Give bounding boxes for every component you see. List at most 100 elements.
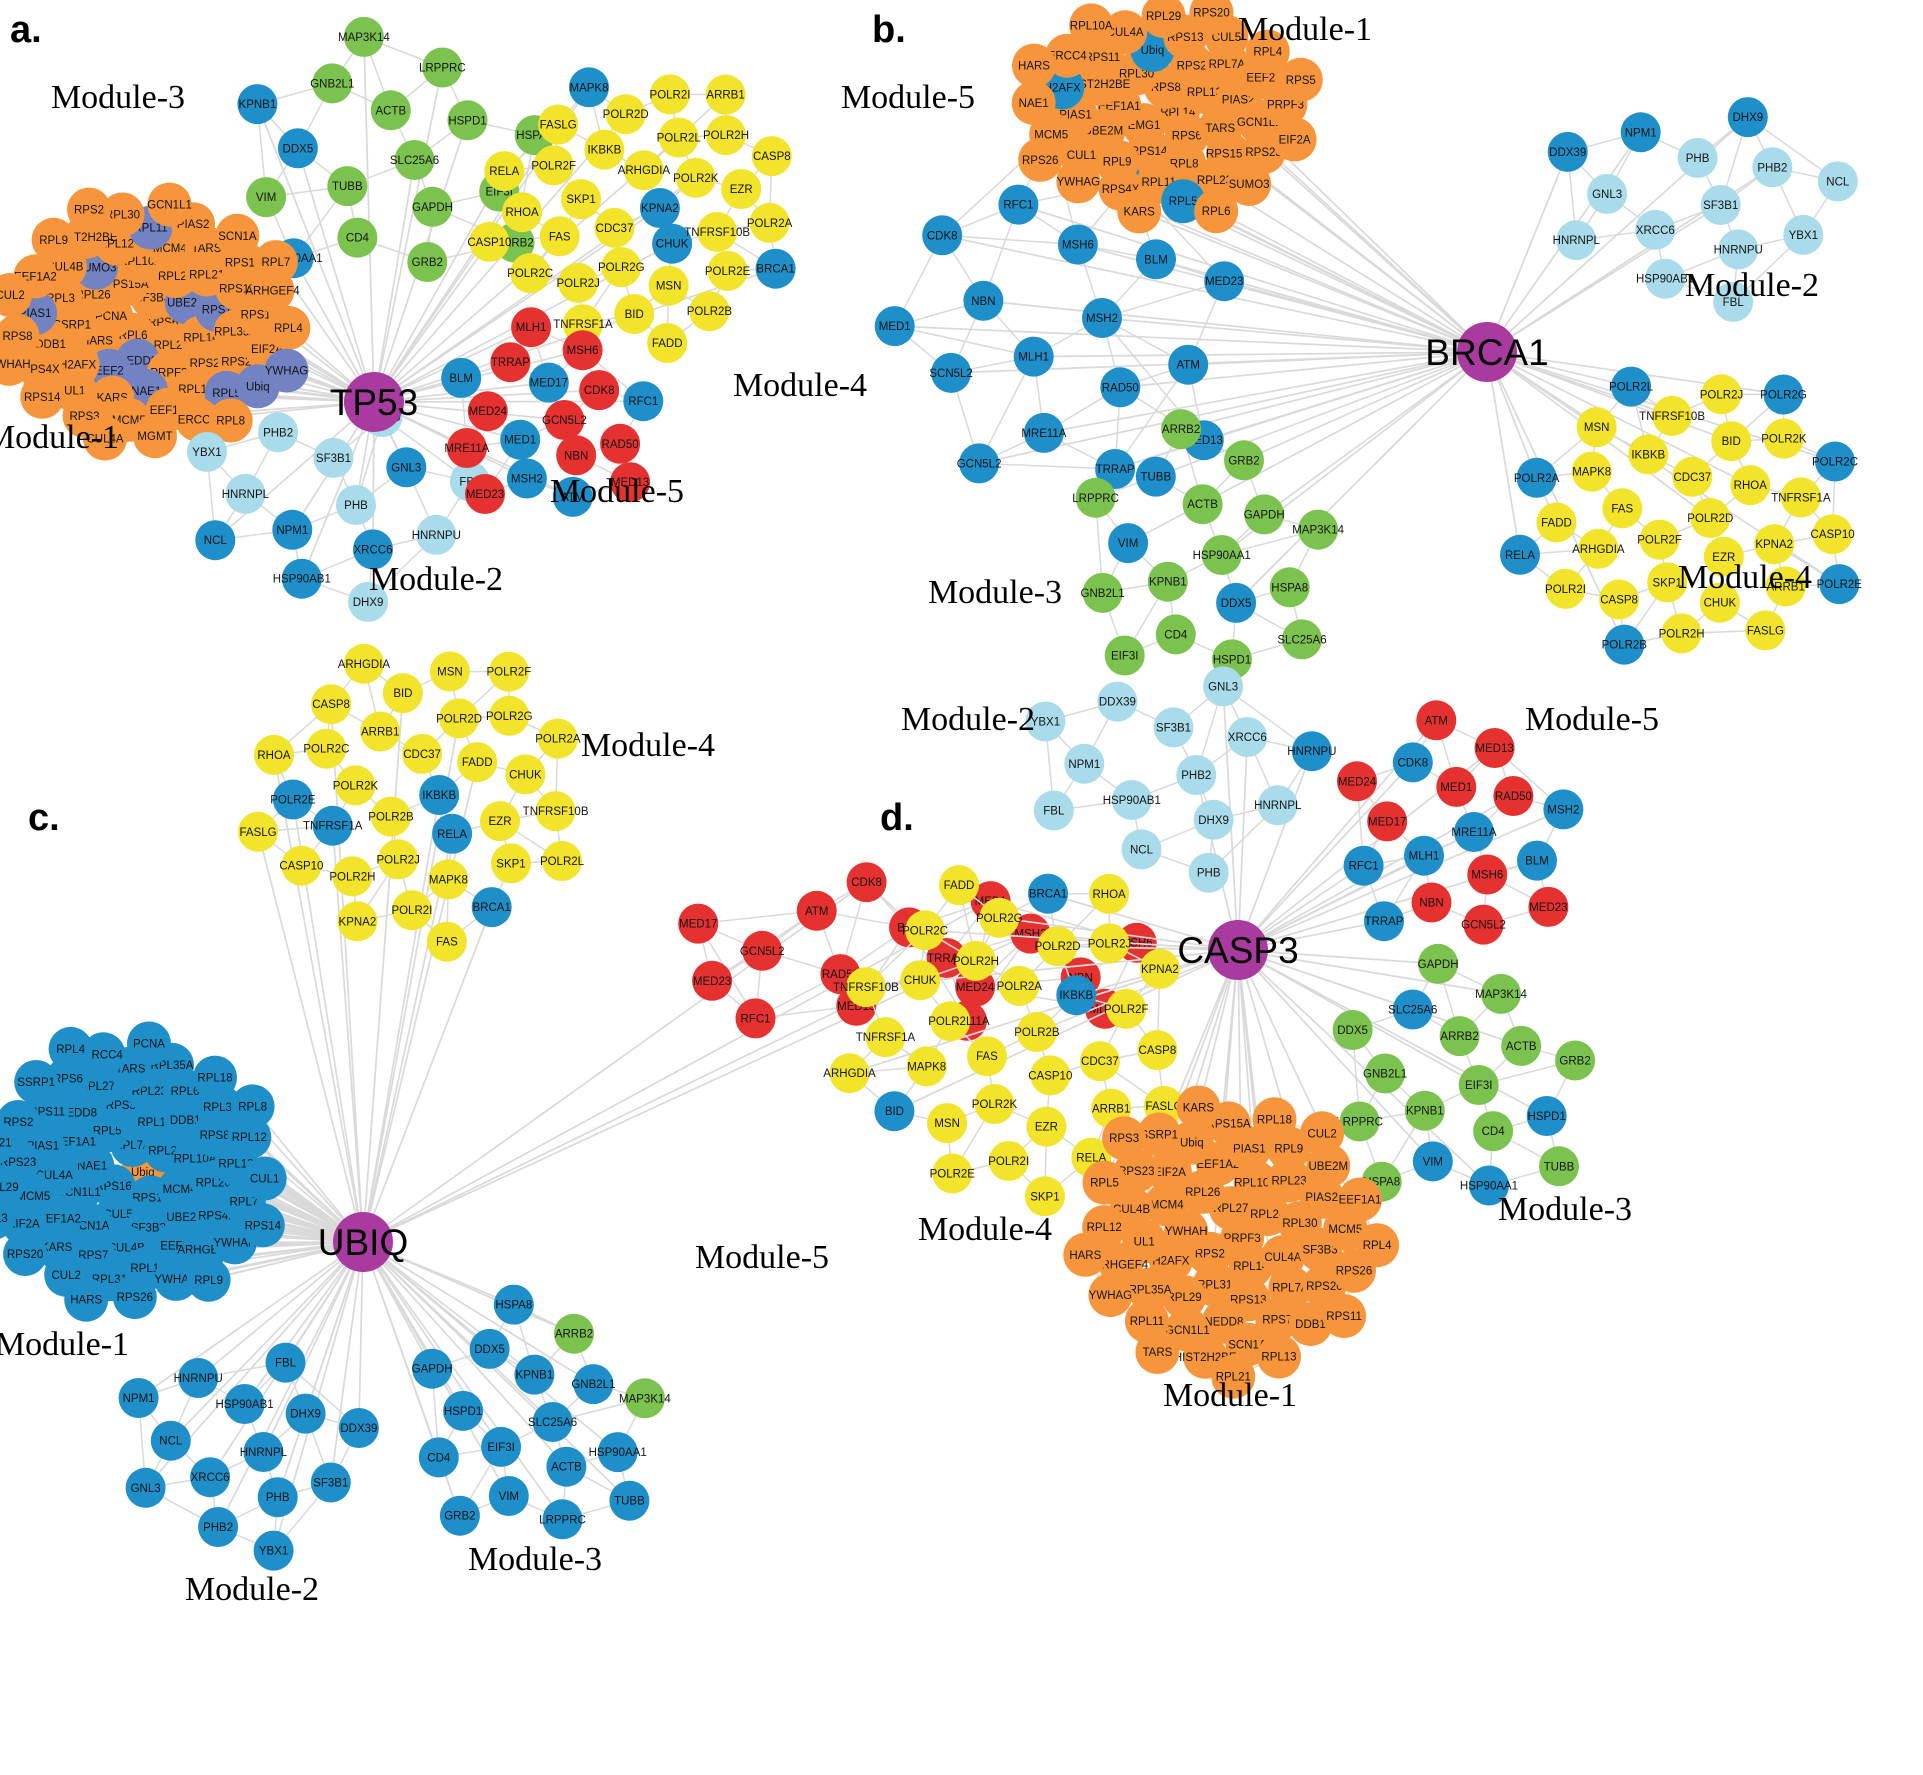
node[interactable]: BRCA1	[1028, 873, 1068, 914]
node[interactable]: CDK8	[1392, 742, 1433, 783]
node[interactable]: RPL8	[230, 1084, 275, 1129]
node[interactable]: MSN	[1576, 407, 1617, 448]
node[interactable]: MAP3K14	[1292, 509, 1345, 550]
node[interactable]: MED24	[467, 391, 508, 432]
node[interactable]: BLM	[1517, 840, 1557, 881]
node[interactable]: NPM1	[272, 509, 313, 550]
node[interactable]: BID	[382, 673, 423, 714]
node[interactable]: ATM	[1416, 700, 1457, 741]
node[interactable]: CASP8	[751, 136, 792, 177]
hub-node[interactable]: UBIQ	[318, 1212, 408, 1272]
node[interactable]: RPL18	[193, 1055, 237, 1100]
node[interactable]: RAD50	[600, 423, 641, 464]
node[interactable]: DHX9	[285, 1393, 326, 1434]
node[interactable]: GCN5L2	[957, 443, 1002, 484]
node[interactable]: TNFRSF10B	[523, 791, 589, 832]
node[interactable]: RPL4	[1355, 1223, 1400, 1268]
node[interactable]: ACTB	[1501, 1025, 1542, 1066]
node[interactable]: CASP10	[1028, 1055, 1072, 1096]
node[interactable]: HSPA8	[493, 1284, 534, 1325]
node[interactable]: MAPK8	[428, 859, 469, 900]
node[interactable]: MED23	[1204, 261, 1245, 302]
node[interactable]: POLR2K	[972, 1084, 1018, 1124]
node[interactable]: PHB	[1188, 852, 1229, 893]
node[interactable]: ARRB2	[554, 1313, 594, 1354]
node[interactable]: KPNA2	[1139, 948, 1180, 989]
node[interactable]: RPL4	[266, 305, 311, 350]
node[interactable]: MSH6	[562, 330, 603, 371]
node[interactable]: CDK8	[846, 862, 887, 903]
node[interactable]: RPS20	[3, 1232, 48, 1276]
node[interactable]: POLR2D	[436, 698, 482, 739]
node[interactable]: PHB	[336, 485, 376, 525]
node[interactable]: BLM	[1136, 239, 1176, 280]
node[interactable]: CHUK	[900, 960, 941, 1001]
node[interactable]: POLR2E	[1817, 564, 1863, 605]
node[interactable]: MED23	[465, 474, 505, 514]
node[interactable]: POLR2L	[1609, 366, 1654, 407]
node[interactable]: SCN5L2	[929, 352, 973, 393]
node[interactable]: MLH1	[511, 307, 552, 348]
node[interactable]: HARS	[64, 1277, 109, 1322]
node[interactable]: MAPK8	[906, 1046, 947, 1087]
node[interactable]: HNRNPL	[240, 1432, 288, 1472]
node[interactable]: CDC37	[402, 733, 443, 774]
node[interactable]: DDX5	[1216, 582, 1257, 623]
node[interactable]: PHB2	[198, 1507, 239, 1547]
node[interactable]: CHUK	[505, 754, 546, 795]
node[interactable]: HARS	[1063, 1232, 1108, 1277]
node[interactable]: DDX5	[1332, 1010, 1373, 1050]
node[interactable]: RPL4	[48, 1026, 93, 1071]
node[interactable]: SLC25A6	[1277, 619, 1327, 660]
node[interactable]: KPNB1	[1404, 1090, 1445, 1131]
node[interactable]: TRRAP	[1364, 901, 1404, 942]
node[interactable]: POLR2H	[703, 115, 749, 156]
node[interactable]: XRCC6	[1635, 209, 1676, 250]
node[interactable]: POLR2G	[486, 695, 533, 736]
node[interactable]: MSH6	[1057, 224, 1098, 265]
hub-node[interactable]: BRCA1	[1425, 322, 1549, 382]
node[interactable]: MED1	[1436, 766, 1477, 807]
node[interactable]: HSPD1	[1526, 1096, 1567, 1136]
node[interactable]: RHOA	[1730, 465, 1771, 506]
node[interactable]: KPNA2	[639, 188, 680, 228]
node[interactable]: ACTB	[370, 90, 411, 131]
node[interactable]: MSH2	[1082, 298, 1122, 338]
node[interactable]: RPS14	[240, 1203, 285, 1248]
node[interactable]: GRB2	[1555, 1040, 1596, 1081]
node[interactable]: ARRB2	[1161, 409, 1202, 450]
node[interactable]: MED23	[1528, 886, 1569, 927]
node[interactable]: HSP90AA1	[589, 1432, 647, 1473]
node[interactable]: POLR2H	[1659, 613, 1705, 654]
node[interactable]: PHB2	[258, 412, 299, 453]
node[interactable]: EIF3I	[481, 1426, 522, 1467]
node[interactable]: HSPD1	[447, 100, 488, 141]
node[interactable]: SSRP1	[14, 1060, 59, 1104]
node[interactable]: EIF2A	[1272, 117, 1317, 162]
node[interactable]: HARS	[1012, 43, 1056, 88]
node[interactable]: DDX39	[1547, 131, 1588, 172]
node[interactable]: POLR2J	[556, 262, 600, 303]
node[interactable]: RAD50	[1100, 367, 1141, 408]
node[interactable]: CDC37	[594, 207, 635, 248]
node[interactable]: TRRAP	[490, 342, 531, 383]
node[interactable]: MAP3K14	[338, 16, 390, 57]
node[interactable]: MAP3K14	[1475, 973, 1527, 1014]
node[interactable]: MRE11A	[444, 428, 490, 468]
node[interactable]: SCN1A	[215, 213, 260, 258]
node[interactable]: PHB	[257, 1477, 298, 1518]
node[interactable]: SF3B1	[1700, 185, 1741, 225]
node[interactable]: GNL3	[125, 1467, 166, 1508]
node[interactable]: IKBKB	[1056, 975, 1097, 1016]
node[interactable]: RPL6	[1194, 189, 1239, 234]
node[interactable]: EZR	[480, 801, 520, 842]
node[interactable]: GNL3	[386, 447, 427, 488]
node[interactable]: FAS	[539, 216, 580, 257]
node[interactable]: MSH2	[1543, 789, 1584, 830]
node[interactable]: TNFRSF1A	[1771, 477, 1831, 518]
node[interactable]: HSP90AB1	[1103, 780, 1161, 820]
node[interactable]: RPL9	[31, 217, 76, 262]
node[interactable]: GCN1L1	[147, 182, 192, 227]
node[interactable]: MLH1	[1404, 835, 1444, 876]
node[interactable]: POLR2G	[598, 247, 645, 288]
